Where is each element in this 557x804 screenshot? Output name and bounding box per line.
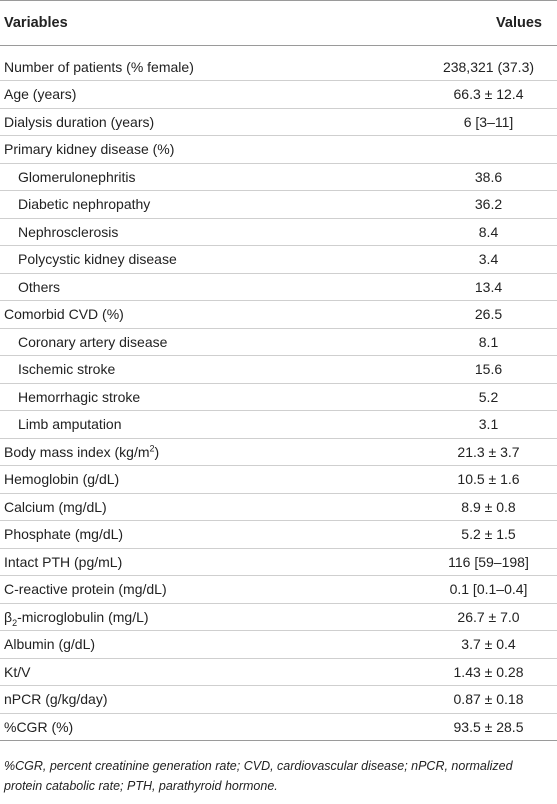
row-variable-label: Hemorrhagic stroke: [0, 383, 380, 411]
table-row: Limb amputation 3.1: [0, 410, 557, 439]
table-row: Albumin (g/dL) 3.7 ± 0.4: [0, 630, 557, 659]
row-value: 0.1 [0.1–0.4]: [380, 575, 557, 604]
table-footnote: %CGR, percent creatinine generation rate…: [4, 759, 513, 793]
row-variable-label: Calcium (mg/dL): [0, 493, 380, 521]
row-variable-label: nPCR (g/kg/day): [0, 685, 380, 714]
row-value: 38.6: [380, 163, 557, 191]
row-variable-label: Kt/V: [0, 658, 380, 686]
table-row: β2-microglobulin (mg/L) 26.7 ± 7.0: [0, 603, 557, 631]
table-row: Polycystic kidney disease 3.4: [0, 245, 557, 274]
row-value: 10.5 ± 1.6: [380, 465, 557, 494]
header-variables: Variables: [0, 0, 380, 46]
table-row: Dialysis duration (years) 6 [3–11]: [0, 108, 557, 136]
row-value: 36.2: [380, 190, 557, 219]
table-row: Kt/V 1.43 ± 0.28: [0, 658, 557, 686]
row-variable-label: Others: [0, 273, 380, 301]
table-row: Primary kidney disease (%): [0, 135, 557, 164]
baseline-characteristics-table: Variables Values Number of patients (% f…: [0, 0, 557, 741]
row-value: 66.3 ± 12.4: [380, 80, 557, 109]
row-variable-label: Diabetic nephropathy: [0, 190, 380, 219]
row-variable-label: C-reactive protein (mg/dL): [0, 575, 380, 604]
row-variable-label: %CGR (%): [0, 713, 380, 741]
table-row: Hemoglobin (g/dL) 10.5 ± 1.6: [0, 465, 557, 494]
table-row: Age (years) 66.3 ± 12.4: [0, 80, 557, 109]
row-variable-label: β2-microglobulin (mg/L): [0, 603, 380, 631]
table-row: Ischemic stroke 15.6: [0, 355, 557, 384]
row-value: [380, 135, 557, 164]
row-value: 21.3 ± 3.7: [380, 438, 557, 466]
table-row: nPCR (g/kg/day) 0.87 ± 0.18: [0, 685, 557, 714]
table-row: Phosphate (mg/dL) 5.2 ± 1.5: [0, 520, 557, 549]
header-values: Values: [380, 0, 557, 46]
row-variable-label: Phosphate (mg/dL): [0, 520, 380, 549]
row-value: 93.5 ± 28.5: [380, 713, 557, 741]
table-row: Others 13.4: [0, 273, 557, 301]
row-value: 0.87 ± 0.18: [380, 685, 557, 714]
row-variable-label: Albumin (g/dL): [0, 630, 380, 659]
row-variable-label: Hemoglobin (g/dL): [0, 465, 380, 494]
row-variable-label: Age (years): [0, 80, 380, 109]
row-value: 8.1: [380, 328, 557, 356]
row-variable-label: Limb amputation: [0, 410, 380, 439]
row-value: 3.7 ± 0.4: [380, 630, 557, 659]
row-variable-label: Primary kidney disease (%): [0, 135, 380, 164]
row-value: 6 [3–11]: [380, 108, 557, 136]
table-row: Intact PTH (pg/mL) 116 [59–198]: [0, 548, 557, 576]
row-value: 3.4: [380, 245, 557, 274]
row-value: 26.5: [380, 300, 557, 329]
row-variable-label: Body mass index (kg/m2): [0, 438, 380, 466]
row-variable-label: Glomerulonephritis: [0, 163, 380, 191]
table-row: Glomerulonephritis 38.6: [0, 163, 557, 191]
row-value: 1.43 ± 0.28: [380, 658, 557, 686]
table-row: %CGR (%) 93.5 ± 28.5: [0, 713, 557, 741]
table-body: Number of patients (% female) 238,321 (37…: [0, 45, 557, 741]
row-value: 5.2: [380, 383, 557, 411]
table-row: Comorbid CVD (%) 26.5: [0, 300, 557, 329]
row-variable-label: Dialysis duration (years): [0, 108, 380, 136]
row-variable-label: Number of patients (% female): [0, 45, 380, 81]
table-row: Body mass index (kg/m2) 21.3 ± 3.7: [0, 438, 557, 466]
table-row: Calcium (mg/dL) 8.9 ± 0.8: [0, 493, 557, 521]
row-value: 116 [59–198]: [380, 548, 557, 576]
row-value: 238,321 (37.3): [380, 45, 557, 81]
row-variable-label: Nephrosclerosis: [0, 218, 380, 246]
row-value: 15.6: [380, 355, 557, 384]
table-row: Coronary artery disease 8.1: [0, 328, 557, 356]
row-value: 8.9 ± 0.8: [380, 493, 557, 521]
row-value: 13.4: [380, 273, 557, 301]
row-variable-label: Polycystic kidney disease: [0, 245, 380, 274]
row-value: 26.7 ± 7.0: [380, 603, 557, 631]
row-variable-label: Intact PTH (pg/mL): [0, 548, 380, 576]
table-row: Hemorrhagic stroke 5.2: [0, 383, 557, 411]
table-row: Nephrosclerosis 8.4: [0, 218, 557, 246]
row-value: 3.1: [380, 410, 557, 439]
table-row: Diabetic nephropathy 36.2: [0, 190, 557, 219]
table-row: Number of patients (% female) 238,321 (37…: [0, 45, 557, 81]
row-variable-label: Comorbid CVD (%): [0, 300, 380, 329]
table-header-row: Variables Values: [0, 0, 557, 46]
row-value: 5.2 ± 1.5: [380, 520, 557, 549]
row-value: 8.4: [380, 218, 557, 246]
table-row: C-reactive protein (mg/dL) 0.1 [0.1–0.4]: [0, 575, 557, 604]
row-variable-label: Ischemic stroke: [0, 355, 380, 384]
row-variable-label: Coronary artery disease: [0, 328, 380, 356]
